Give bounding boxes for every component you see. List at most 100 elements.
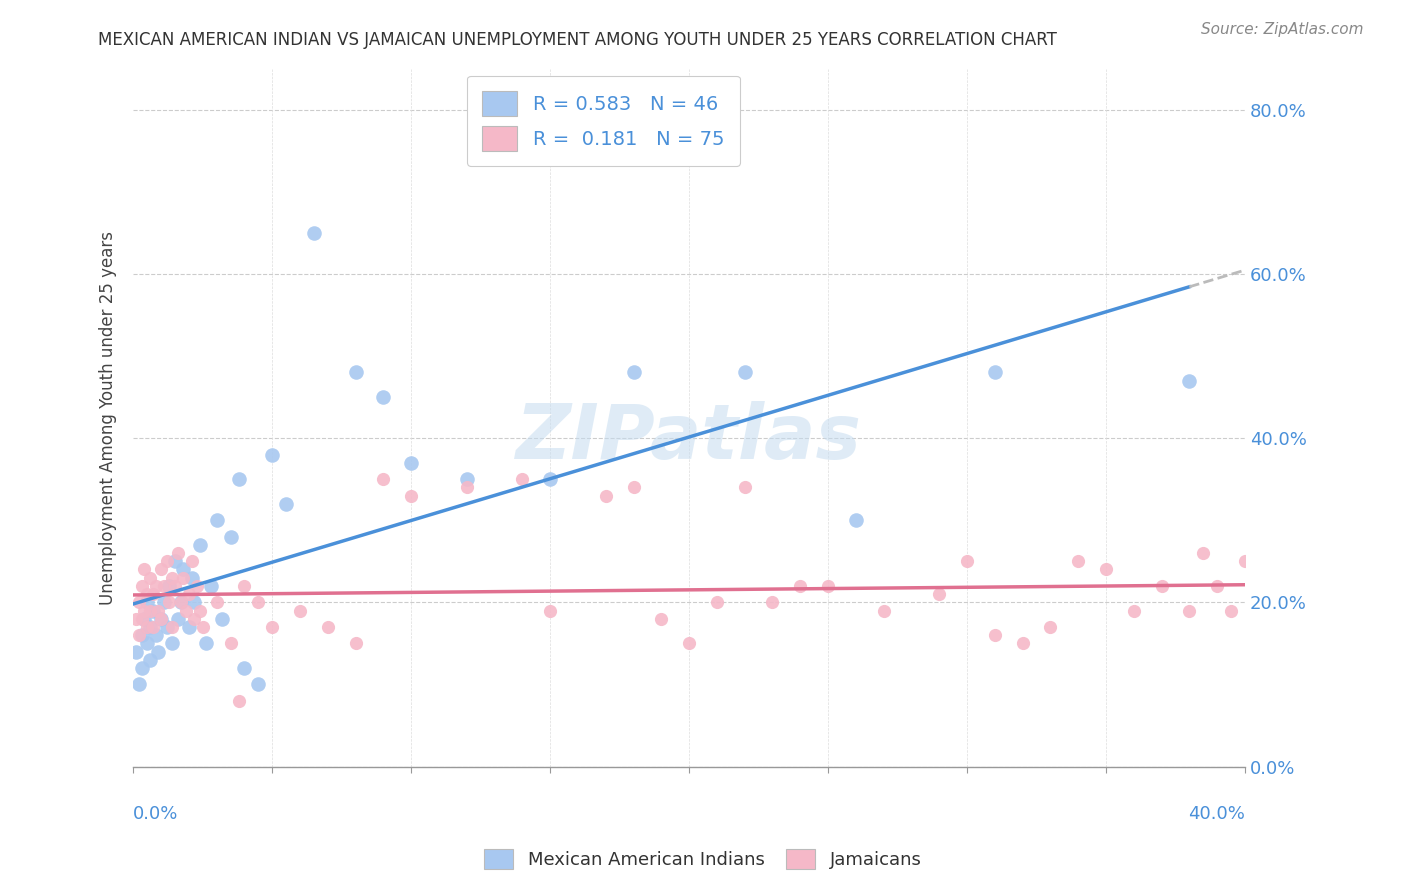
Point — [228, 694, 250, 708]
Point — [1220, 603, 1243, 617]
Point — [1095, 562, 1118, 576]
Point — [128, 628, 150, 642]
Point — [166, 546, 188, 560]
Point — [595, 489, 617, 503]
Point — [200, 579, 222, 593]
Point — [153, 579, 176, 593]
Point — [134, 612, 156, 626]
Point — [288, 603, 311, 617]
Point — [678, 636, 700, 650]
Point — [302, 226, 325, 240]
Point — [163, 579, 186, 593]
Point — [872, 603, 894, 617]
Y-axis label: Unemployment Among Youth under 25 years: Unemployment Among Youth under 25 years — [100, 230, 117, 605]
Point — [125, 612, 148, 626]
Point — [928, 587, 950, 601]
Point — [789, 579, 811, 593]
Point — [150, 612, 173, 626]
Point — [177, 620, 200, 634]
Point — [136, 587, 159, 601]
Point — [399, 456, 422, 470]
Point — [276, 497, 298, 511]
Point — [150, 612, 173, 626]
Point — [177, 587, 200, 601]
Point — [128, 595, 150, 609]
Text: ZIPatlas: ZIPatlas — [516, 401, 862, 475]
Point — [1067, 554, 1090, 568]
Point — [956, 554, 979, 568]
Point — [538, 603, 561, 617]
Point — [512, 472, 534, 486]
Point — [142, 620, 165, 634]
Point — [169, 595, 191, 609]
Point — [131, 661, 153, 675]
Point — [145, 579, 167, 593]
Point — [538, 472, 561, 486]
Point — [125, 645, 148, 659]
Point — [233, 579, 256, 593]
Point — [172, 562, 194, 576]
Point — [162, 620, 184, 634]
Point — [159, 579, 181, 593]
Point — [205, 595, 228, 609]
Point — [174, 603, 197, 617]
Point — [148, 645, 170, 659]
Point — [344, 636, 367, 650]
Point — [142, 587, 165, 601]
Point — [399, 489, 422, 503]
Point — [166, 612, 188, 626]
Point — [1192, 546, 1215, 560]
Point — [183, 612, 205, 626]
Point — [131, 612, 153, 626]
Point — [1178, 374, 1201, 388]
Point — [706, 595, 728, 609]
Point — [623, 480, 645, 494]
Point — [169, 595, 191, 609]
Point — [156, 554, 179, 568]
Point — [247, 595, 270, 609]
Point — [1150, 579, 1173, 593]
Point — [150, 562, 173, 576]
Point — [136, 595, 159, 609]
Text: Source: ZipAtlas.com: Source: ZipAtlas.com — [1201, 22, 1364, 37]
Legend: Mexican American Indians, Jamaicans: Mexican American Indians, Jamaicans — [475, 839, 931, 879]
Point — [456, 472, 478, 486]
Point — [761, 595, 783, 609]
Point — [142, 603, 165, 617]
Point — [139, 571, 162, 585]
Point — [1011, 636, 1033, 650]
Point — [191, 620, 214, 634]
Point — [183, 595, 205, 609]
Point — [219, 530, 242, 544]
Point — [845, 513, 868, 527]
Point — [162, 571, 184, 585]
Point — [650, 612, 672, 626]
Point — [131, 628, 153, 642]
Point — [817, 579, 839, 593]
Point — [194, 636, 217, 650]
Point — [262, 448, 284, 462]
Point — [623, 365, 645, 379]
Point — [139, 653, 162, 667]
Point — [205, 513, 228, 527]
Point — [163, 554, 186, 568]
Point — [136, 636, 159, 650]
Point — [162, 636, 184, 650]
Point — [128, 677, 150, 691]
Point — [159, 595, 181, 609]
Point — [172, 571, 194, 585]
Point — [228, 472, 250, 486]
Point — [1247, 562, 1270, 576]
Point — [1233, 554, 1256, 568]
Point — [153, 595, 176, 609]
Point — [211, 612, 233, 626]
Text: MEXICAN AMERICAN INDIAN VS JAMAICAN UNEMPLOYMENT AMONG YOUTH UNDER 25 YEARS CORR: MEXICAN AMERICAN INDIAN VS JAMAICAN UNEM… — [98, 31, 1057, 49]
Text: 0.0%: 0.0% — [134, 805, 179, 823]
Point — [1261, 612, 1284, 626]
Point — [131, 579, 153, 593]
Point — [156, 620, 179, 634]
Point — [984, 365, 1007, 379]
Text: 40.0%: 40.0% — [1188, 805, 1244, 823]
Point — [316, 620, 339, 634]
Point — [1122, 603, 1144, 617]
